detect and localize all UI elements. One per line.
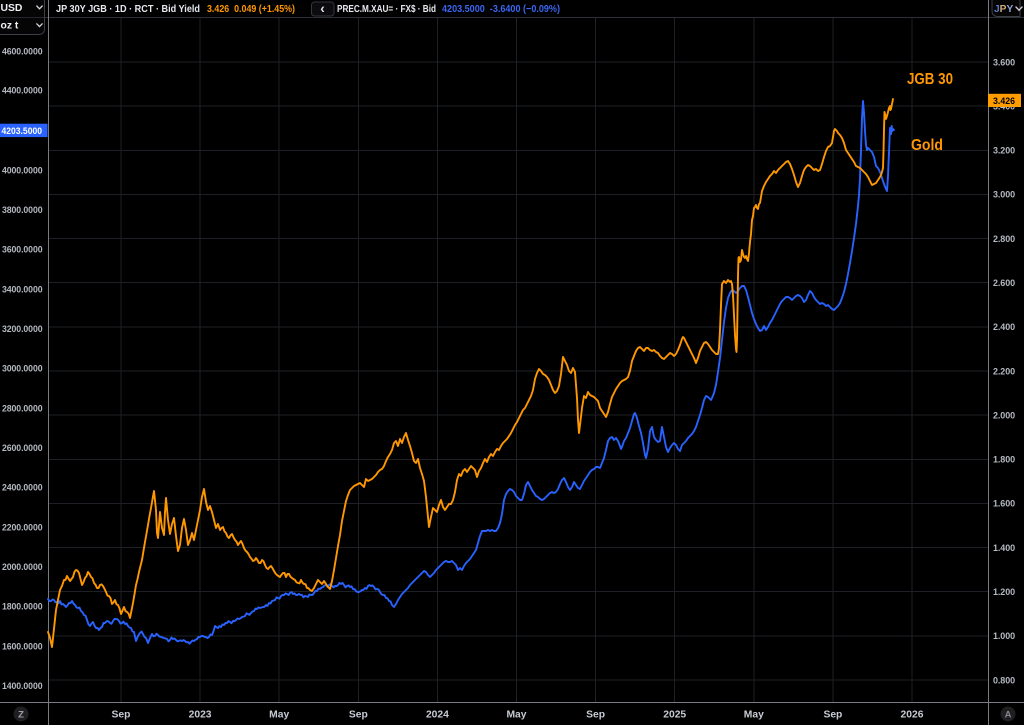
svg-text:1800.0000: 1800.0000 xyxy=(2,602,43,612)
svg-text:1400.0000: 1400.0000 xyxy=(2,681,43,691)
svg-text:May: May xyxy=(269,710,289,721)
svg-text:4400.0000: 4400.0000 xyxy=(2,86,43,96)
svg-text:JP 30Y JGB · 1D · RCT · Bid Yi: JP 30Y JGB · 1D · RCT · Bid Yield xyxy=(56,4,200,15)
svg-text:2025: 2025 xyxy=(663,710,686,721)
svg-text:1600.0000: 1600.0000 xyxy=(2,641,43,651)
svg-text:4203.5000 -3.6400 (−0.09%): 4203.5000 -3.6400 (−0.09%) xyxy=(442,4,560,15)
svg-text:‹: ‹ xyxy=(320,1,325,16)
svg-text:1.600: 1.600 xyxy=(993,499,1015,509)
svg-text:2000.0000: 2000.0000 xyxy=(2,562,43,572)
svg-text:4600.0000: 4600.0000 xyxy=(2,46,43,56)
svg-text:Gold: Gold xyxy=(911,137,943,154)
svg-text:3400.0000: 3400.0000 xyxy=(2,284,43,294)
svg-text:3200.0000: 3200.0000 xyxy=(2,324,43,334)
svg-text:3.426: 3.426 xyxy=(993,96,1015,106)
svg-text:1.400: 1.400 xyxy=(993,543,1015,553)
svg-text:1.800: 1.800 xyxy=(993,455,1015,465)
svg-text:May: May xyxy=(506,710,526,721)
svg-text:3600.0000: 3600.0000 xyxy=(2,245,43,255)
svg-text:3.426 0.049 (+1.45%): 3.426 0.049 (+1.45%) xyxy=(207,4,295,15)
svg-text:2026: 2026 xyxy=(901,710,924,721)
svg-text:2600.0000: 2600.0000 xyxy=(2,443,43,453)
svg-text:Z: Z xyxy=(18,710,24,721)
svg-text:JGB 30: JGB 30 xyxy=(907,71,953,88)
svg-text:PREC.M.XAU= · FX$ · Bid: PREC.M.XAU= · FX$ · Bid xyxy=(337,4,436,15)
svg-text:2.600: 2.600 xyxy=(993,278,1015,288)
svg-text:May: May xyxy=(744,710,764,721)
svg-text:2.400: 2.400 xyxy=(993,322,1015,332)
svg-text:2024: 2024 xyxy=(426,710,449,721)
svg-text:2800.0000: 2800.0000 xyxy=(2,403,43,413)
svg-text:1.000: 1.000 xyxy=(993,631,1015,641)
svg-text:3.600: 3.600 xyxy=(993,57,1015,67)
svg-text:2400.0000: 2400.0000 xyxy=(2,483,43,493)
svg-text:Sep: Sep xyxy=(112,710,131,721)
svg-text:4000.0000: 4000.0000 xyxy=(2,165,43,175)
svg-text:3000.0000: 3000.0000 xyxy=(2,364,43,374)
svg-text:JPY: JPY xyxy=(994,4,1013,15)
svg-text:2.800: 2.800 xyxy=(993,234,1015,244)
svg-text:2200.0000: 2200.0000 xyxy=(2,522,43,532)
svg-text:Sep: Sep xyxy=(349,710,368,721)
svg-text:Sep: Sep xyxy=(586,710,605,721)
svg-text:3800.0000: 3800.0000 xyxy=(2,205,43,215)
svg-text:oz t: oz t xyxy=(1,21,19,32)
svg-text:3.200: 3.200 xyxy=(993,146,1015,156)
svg-text:2.200: 2.200 xyxy=(993,366,1015,376)
svg-text:1.200: 1.200 xyxy=(993,587,1015,597)
svg-text:2023: 2023 xyxy=(189,710,212,721)
svg-text:0.800: 0.800 xyxy=(993,675,1015,685)
svg-text:3.000: 3.000 xyxy=(993,190,1015,200)
svg-text:Sep: Sep xyxy=(823,710,842,721)
svg-text:2.000: 2.000 xyxy=(993,410,1015,420)
svg-text:A: A xyxy=(1005,710,1012,721)
svg-text:4203.5000: 4203.5000 xyxy=(2,126,43,137)
svg-text:USD: USD xyxy=(1,3,23,14)
